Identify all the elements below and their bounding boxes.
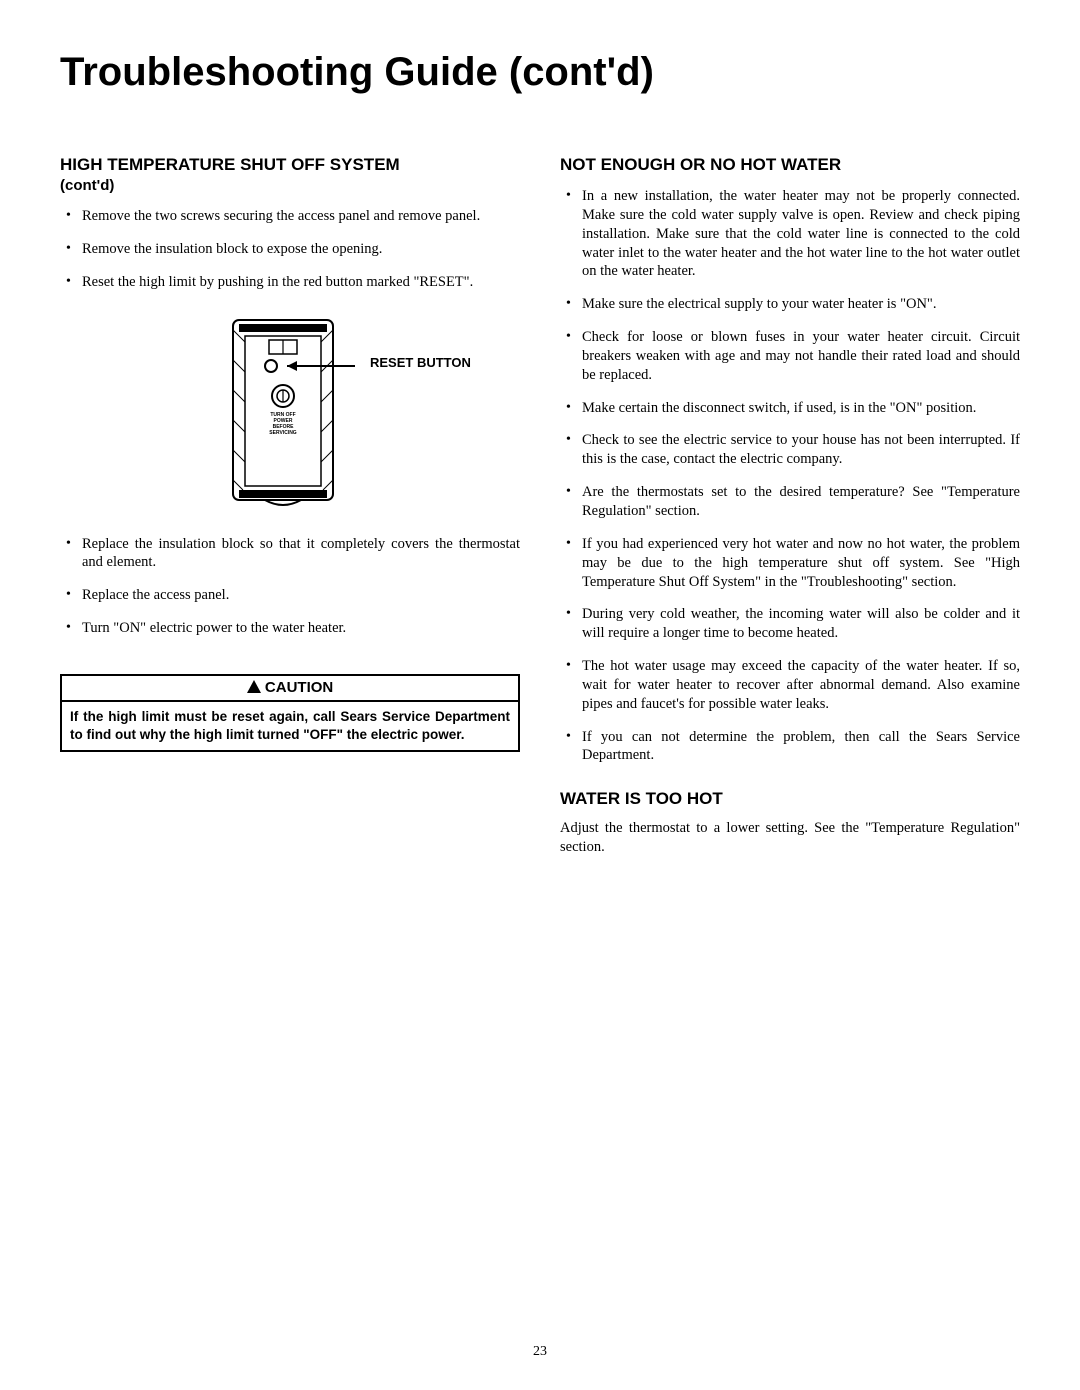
caution-label: CAUTION [265, 679, 333, 696]
list-item: If you had experienced very hot water an… [560, 535, 1020, 592]
svg-text:SERVICING: SERVICING [269, 430, 297, 436]
list-item: Check to see the electric service to you… [560, 431, 1020, 469]
left-column: HIGH TEMPERATURE SHUT OFF SYSTEM (cont'd… [60, 155, 520, 857]
warning-triangle-icon [247, 680, 261, 697]
list-item: Check for loose or blown fuses in your w… [560, 328, 1020, 385]
list-item: Reset the high limit by pushing in the r… [60, 273, 520, 292]
list-item: Remove the two screws securing the acces… [60, 207, 520, 226]
not-enough-list: In a new installation, the water heater … [560, 187, 1020, 765]
contd-text: (cont'd) [60, 177, 114, 194]
list-item: The hot water usage may exceed the capac… [560, 657, 1020, 714]
page-title: Troubleshooting Guide (cont'd) [60, 50, 1020, 95]
not-enough-heading: NOT ENOUGH OR NO HOT WATER [560, 155, 1020, 175]
content-columns: HIGH TEMPERATURE SHUT OFF SYSTEM (cont'd… [60, 155, 1020, 857]
list-item: Replace the access panel. [60, 586, 520, 605]
list-item: Turn "ON" electric power to the water he… [60, 619, 520, 638]
high-temp-heading-block: HIGH TEMPERATURE SHUT OFF SYSTEM (cont'd… [60, 155, 520, 195]
list-item: In a new installation, the water heater … [560, 187, 1020, 281]
reset-button-label: RESET BUTTON [370, 355, 471, 370]
reset-diagram: TURN OFF POWER BEFORE SERVICING [215, 310, 365, 515]
list-item: During very cold weather, the incoming w… [560, 605, 1020, 643]
heading-text: HIGH TEMPERATURE SHUT OFF SYSTEM [60, 155, 400, 174]
list-item: Remove the insulation block to expose th… [60, 240, 520, 259]
reset-diagram-container: TURN OFF POWER BEFORE SERVICING [60, 310, 520, 515]
bottom-bullet-list: Replace the insulation block so that it … [60, 535, 520, 638]
caution-header: CAUTION [62, 676, 518, 702]
list-item: If you can not determine the problem, th… [560, 728, 1020, 766]
list-item: Are the thermostats set to the desired t… [560, 483, 1020, 521]
top-bullet-list: Remove the two screws securing the acces… [60, 207, 520, 292]
high-temp-heading: HIGH TEMPERATURE SHUT OFF SYSTEM (cont'd… [60, 155, 520, 195]
caution-box: CAUTION If the high limit must be reset … [60, 674, 520, 752]
too-hot-heading: WATER IS TOO HOT [560, 789, 1020, 809]
right-column: NOT ENOUGH OR NO HOT WATER In a new inst… [560, 155, 1020, 857]
list-item: Replace the insulation block so that it … [60, 535, 520, 573]
water-heater-diagram-svg: TURN OFF POWER BEFORE SERVICING [215, 310, 365, 510]
caution-body: If the high limit must be reset again, c… [62, 702, 518, 750]
list-item: Make certain the disconnect switch, if u… [560, 399, 1020, 418]
list-item: Make sure the electrical supply to your … [560, 295, 1020, 314]
too-hot-text: Adjust the thermostat to a lower setting… [560, 819, 1020, 857]
page-number: 23 [0, 1344, 1080, 1360]
